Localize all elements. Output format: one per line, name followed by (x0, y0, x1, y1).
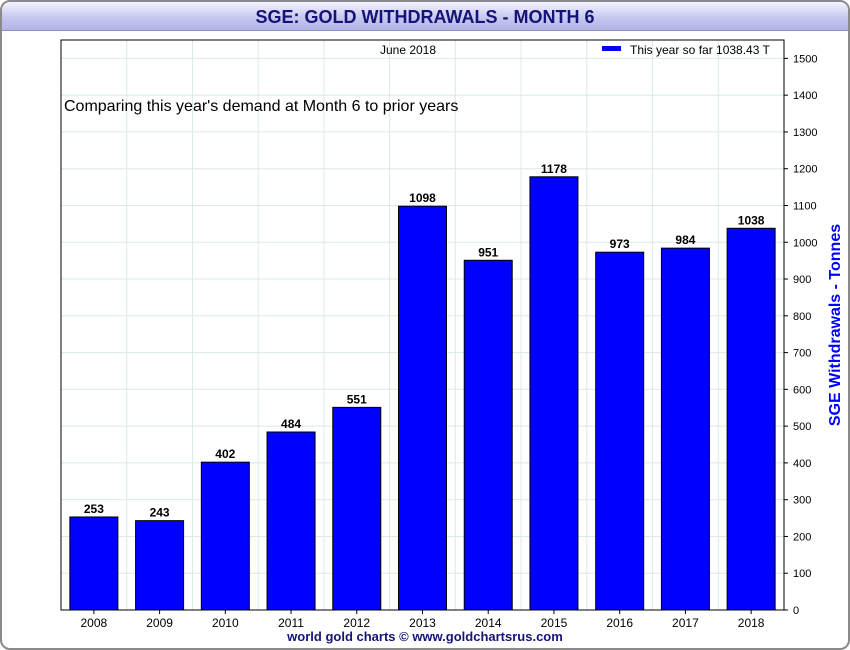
x-tick-label: 2013 (409, 616, 436, 630)
y-tick-label: 400 (793, 458, 811, 470)
bar-2016 (595, 251, 645, 611)
bar-2010 (200, 461, 250, 611)
bar-value-label: 253 (84, 502, 104, 516)
bar-value-label: 243 (150, 506, 170, 520)
x-tick-label: 2015 (541, 616, 568, 630)
y-tick-label: 1300 (793, 127, 817, 139)
chart-title: SGE: GOLD WITHDRAWALS - MONTH 6 (2, 2, 848, 31)
chart-annotation: Comparing this year's demand at Month 6 … (64, 98, 458, 115)
y-tick-label: 500 (793, 421, 811, 433)
bar-value-label: 1098 (409, 191, 436, 205)
bar-value-label: 951 (478, 245, 498, 259)
bar-2008 (69, 516, 119, 611)
y-tick-label: 1400 (793, 90, 817, 102)
y-tick-label: 0 (793, 605, 799, 617)
bar-value-label: 984 (675, 233, 695, 247)
y-tick-label: 800 (793, 311, 811, 323)
bar-value-label: 484 (281, 417, 301, 431)
bars (69, 176, 776, 611)
x-tick-label: 2009 (146, 616, 173, 630)
y-tick-label: 100 (793, 568, 811, 580)
x-axis-ticks: 2008 2009 2010 2011 2012 2013 2014 2015 2016 2017… (81, 610, 765, 630)
bar-2017 (660, 247, 710, 611)
bar-2015 (529, 176, 579, 611)
y-tick-label: 600 (793, 384, 811, 396)
y-tick-label: 1500 (793, 53, 817, 65)
period-label: June 2018 (380, 43, 436, 57)
legend-label: This year so far 1038.43 T (630, 43, 771, 57)
data-labels: 253 243 402 484 551 1098 951 1178 973 984 1038 (84, 162, 765, 520)
x-tick-label: 2010 (212, 616, 239, 630)
bar-2012 (332, 406, 382, 611)
bar-value-label: 402 (215, 447, 235, 461)
legend-swatch (602, 46, 621, 51)
bar-2009 (135, 520, 185, 611)
footer-credit: world gold charts © www.goldchartsrus.co… (287, 629, 563, 644)
legend: This year so far 1038.43 T (602, 43, 771, 57)
bar-2011 (266, 431, 316, 611)
y-tick-label: 200 (793, 531, 811, 543)
x-tick-label: 2018 (738, 616, 765, 630)
bar-value-label: 973 (610, 237, 630, 251)
bar-2014 (463, 259, 513, 611)
bar-value-label: 551 (347, 392, 367, 406)
x-tick-label: 2011 (278, 616, 304, 630)
bar-value-label: 1038 (738, 213, 765, 227)
y-tick-label: 900 (793, 274, 811, 286)
bar-2013 (398, 205, 447, 611)
y-tick-label: 1000 (793, 237, 817, 249)
y-tick-label: 300 (793, 495, 811, 507)
x-tick-label: 2012 (343, 616, 370, 630)
x-tick-label: 2017 (672, 616, 699, 630)
y-tick-label: 1100 (793, 200, 817, 212)
x-tick-label: 2016 (606, 616, 633, 630)
bar-2018 (726, 227, 776, 611)
y-tick-label: 1200 (793, 164, 817, 176)
y-tick-label: 700 (793, 348, 811, 360)
x-tick-label: 2014 (475, 616, 502, 630)
x-tick-label: 2008 (81, 616, 108, 630)
bar-value-label: 1178 (541, 162, 567, 176)
y-axis-label: SGE Withdrawals - Tonnes (827, 224, 844, 426)
y-axis-ticks: 0 100 200 300 400 500 600 700 800 900 1000 1100 1200… (784, 53, 817, 617)
